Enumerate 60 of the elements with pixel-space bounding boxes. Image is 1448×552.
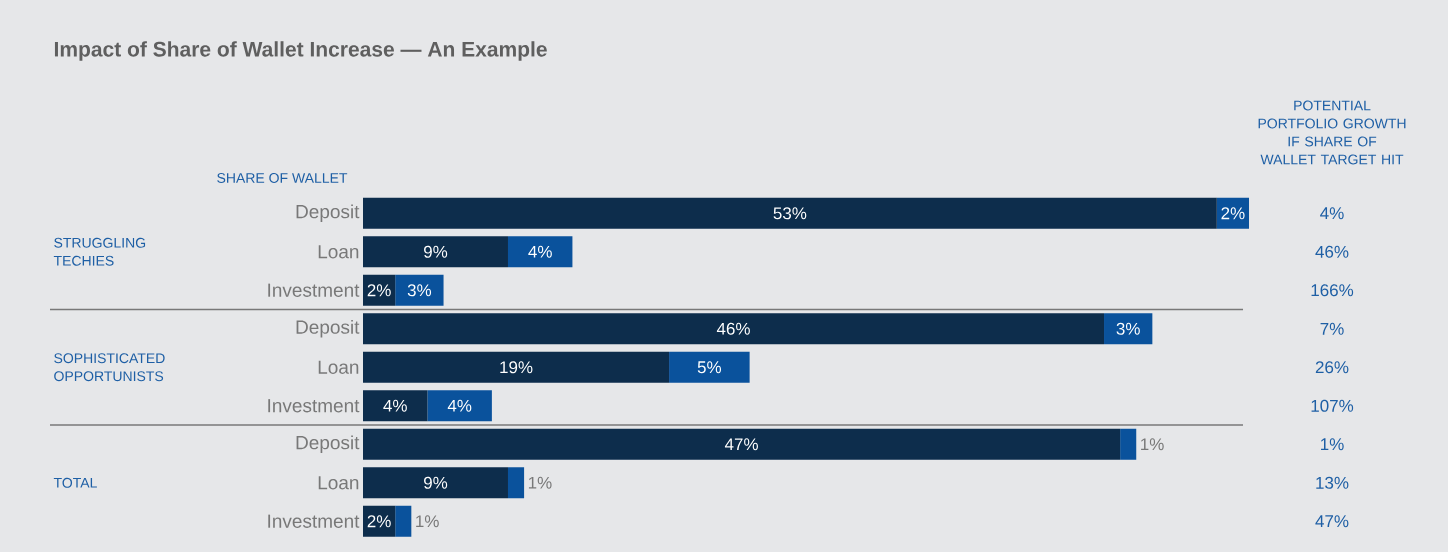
- data-label: 47%: [724, 438, 758, 451]
- bar: [363, 390, 428, 422]
- bar: [363, 505, 396, 537]
- text: 13%: [1316, 476, 1349, 489]
- data-label: 5%: [697, 361, 722, 374]
- y-tick-label: Deposit: [296, 435, 360, 454]
- bar: [669, 351, 750, 383]
- bar: [1120, 428, 1137, 460]
- data-label: 4%: [383, 399, 407, 412]
- text: 166%: [1311, 284, 1354, 297]
- data-label: 9%: [424, 476, 448, 489]
- bar: [363, 274, 396, 306]
- chart-title: Impact of Share of Wallet Increase — An Example: [54, 41, 547, 61]
- y-tick-label: Investment: [268, 399, 360, 413]
- text: 4%: [1320, 207, 1344, 220]
- data-label: 2%: [367, 515, 391, 528]
- data-label: 3%: [407, 284, 432, 297]
- y-tick-label: Deposit: [296, 204, 360, 223]
- text: STRUGGLING TECHIES: [53, 237, 146, 266]
- bar: [1216, 197, 1250, 229]
- y-tick-label: Investment: [268, 283, 360, 297]
- data-label: 2%: [367, 284, 391, 297]
- text: 47%: [1315, 515, 1349, 528]
- data-label: 4%: [447, 399, 472, 412]
- bar: [363, 467, 508, 499]
- y-tick-label: Deposit: [296, 319, 360, 338]
- bar: [395, 505, 412, 537]
- data-label: 53%: [773, 207, 807, 220]
- text: TOTAL: [53, 477, 97, 488]
- y-tick-label: Loan: [318, 245, 359, 259]
- bar: [1104, 313, 1153, 345]
- text: SHARE OF WALLET: [217, 173, 348, 183]
- bar: [363, 236, 508, 268]
- bar: [395, 274, 444, 306]
- data-label: 1%: [1141, 438, 1164, 451]
- data-label: 2%: [1221, 207, 1245, 220]
- text: 46%: [1315, 245, 1349, 258]
- text: SOPHISTICATED OPPORTUNISTS: [54, 353, 165, 382]
- data-label: 1%: [528, 476, 552, 489]
- text: 26%: [1315, 361, 1349, 374]
- y-tick-label: Loan: [318, 360, 359, 374]
- bar: [427, 390, 492, 422]
- bar: [507, 236, 573, 268]
- bar: [507, 467, 525, 499]
- bar: [363, 197, 1217, 229]
- bar: [363, 313, 1105, 345]
- text: 107%: [1311, 399, 1354, 412]
- data-label: 1%: [416, 515, 439, 528]
- data-label: 19%: [500, 361, 533, 374]
- data-label: 4%: [528, 245, 552, 258]
- y-tick-label: Investment: [268, 514, 360, 528]
- text: 1%: [1321, 438, 1344, 451]
- text: POTENTIAL PORTFOLIO GROWTH IF SHARE OF WALLET TARGET HIT: [1258, 100, 1406, 165]
- bar: [363, 428, 1121, 460]
- data-label: 9%: [424, 245, 448, 258]
- text: 7%: [1320, 322, 1344, 335]
- data-label: 3%: [1116, 322, 1140, 335]
- data-label: 46%: [716, 322, 750, 335]
- bar: [363, 351, 670, 383]
- y-tick-label: Loan: [318, 476, 359, 490]
